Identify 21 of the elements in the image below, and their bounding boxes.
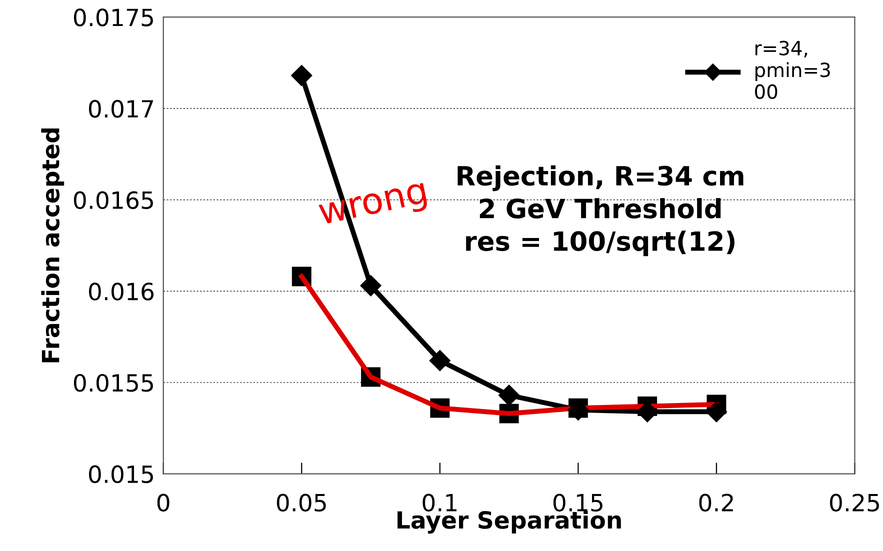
y-tick-label: 0.0175 — [74, 8, 153, 26]
x-tick-label: 0.25 — [830, 494, 879, 512]
x-tick-label: 0 — [157, 494, 170, 512]
annotation: wrong — [318, 182, 429, 232]
y-tick-label: 0.017 — [88, 100, 154, 118]
legend-label: r=34, pmin=3 00 — [755, 40, 830, 100]
y-tick-label: 0.0165 — [74, 191, 153, 210]
y-axis-title: Fraction accepted — [41, 128, 64, 362]
point — [498, 384, 520, 406]
y-tick-label: 0.0155 — [74, 374, 153, 392]
x-tick-label: 0.15 — [553, 494, 602, 512]
y-tick-label: 0.015 — [88, 465, 153, 484]
x-tick-label: 0.05 — [276, 494, 326, 512]
x-axis-title: Layer Separation — [398, 510, 621, 534]
point — [429, 350, 450, 372]
point — [291, 65, 312, 86]
x-tick-label: 0.2 — [699, 494, 733, 512]
point — [360, 275, 382, 296]
annotation: Rejection, R=34 cm 2 GeV Threshold res = 100/sqrt(12) — [458, 165, 744, 256]
x-tick-label: 0.1 — [422, 494, 457, 512]
y-tick-label: 0.016 — [88, 282, 154, 300]
